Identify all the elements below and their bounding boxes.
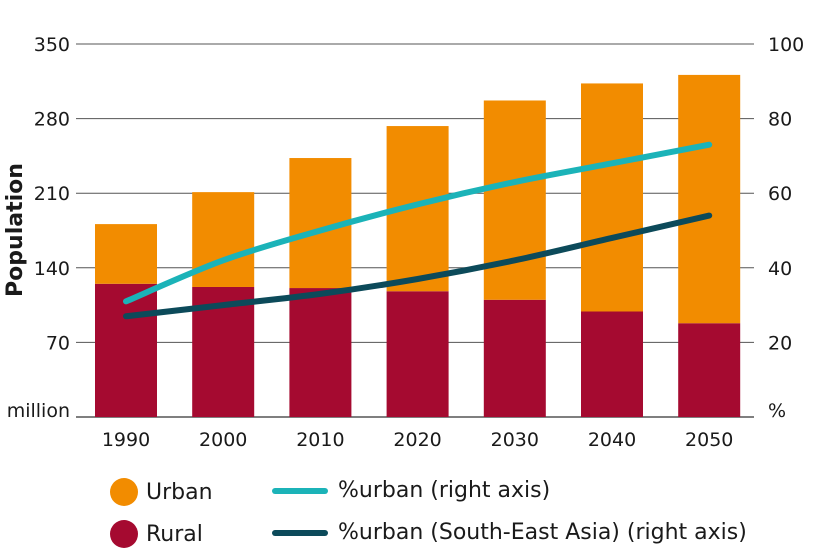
legend-item-urban-pct-sea: %urban (South-East Asia) (right axis) [272, 520, 747, 545]
bars [95, 74, 741, 417]
series-lines [123, 141, 713, 320]
bar-urban [192, 192, 255, 287]
legend-item-urban: Urban [110, 478, 213, 506]
y2-tick-label: 100 [768, 34, 804, 56]
y-tick-label: 210 [34, 183, 70, 205]
series-line-urban-south-east-asia-right-axis [123, 212, 713, 320]
series-line-urban-right-axis [123, 141, 713, 305]
urban-pct-sea-line-icon [272, 529, 328, 536]
y2-axis-unit-label: % [768, 400, 786, 422]
legend-item-urban-pct: %urban (right axis) [272, 478, 550, 503]
legend-label-urban-pct-sea: %urban (South-East Asia) (right axis) [338, 520, 747, 545]
x-tick-label: 2000 [199, 429, 247, 451]
legend-item-rural: Rural [110, 520, 203, 548]
legend-label-urban: Urban [146, 479, 213, 505]
bar-urban [678, 74, 741, 324]
x-tick-label: 2050 [685, 429, 733, 451]
x-tick-label: 2020 [393, 429, 441, 451]
bar-rural [95, 283, 157, 417]
y2-tick-label: 80 [768, 109, 792, 131]
y-tick-label: 280 [34, 109, 70, 131]
bar-rural [483, 299, 546, 417]
x-axis-ticks: 1990 2000 2010 2020 2030 2040 2050 [102, 429, 734, 451]
y-axis-ticks: 70 140 210 280 350 [34, 34, 70, 354]
bar-urban [581, 83, 643, 312]
x-tick-label: 1990 [102, 429, 150, 451]
legend-label-rural: Rural [146, 521, 203, 547]
y-axis-unit-label: million [7, 400, 70, 422]
bar-rural [581, 311, 643, 417]
bar-urban [483, 100, 546, 300]
urban-pct-line-icon [272, 487, 328, 494]
urban-swatch-icon [110, 478, 138, 506]
y-tick-label: 140 [34, 258, 70, 280]
legend-label-urban-pct: %urban (right axis) [338, 478, 551, 503]
rural-swatch-icon [110, 520, 138, 548]
y2-tick-label: 20 [768, 332, 792, 354]
y2-tick-label: 60 [768, 183, 792, 205]
bar-rural [289, 288, 352, 417]
bar-urban [95, 224, 157, 284]
bar-rural [386, 291, 449, 417]
y2-axis-ticks: 20 40 60 80 100 [768, 34, 804, 354]
x-tick-label: 2040 [588, 429, 636, 451]
y-tick-label: 70 [46, 332, 70, 354]
y-axis-title: Population [3, 163, 28, 297]
bar-rural [678, 323, 741, 417]
y2-tick-label: 40 [768, 258, 792, 280]
x-tick-label: 2030 [491, 429, 539, 451]
y-tick-label: 350 [34, 34, 70, 56]
x-tick-label: 2010 [296, 429, 344, 451]
